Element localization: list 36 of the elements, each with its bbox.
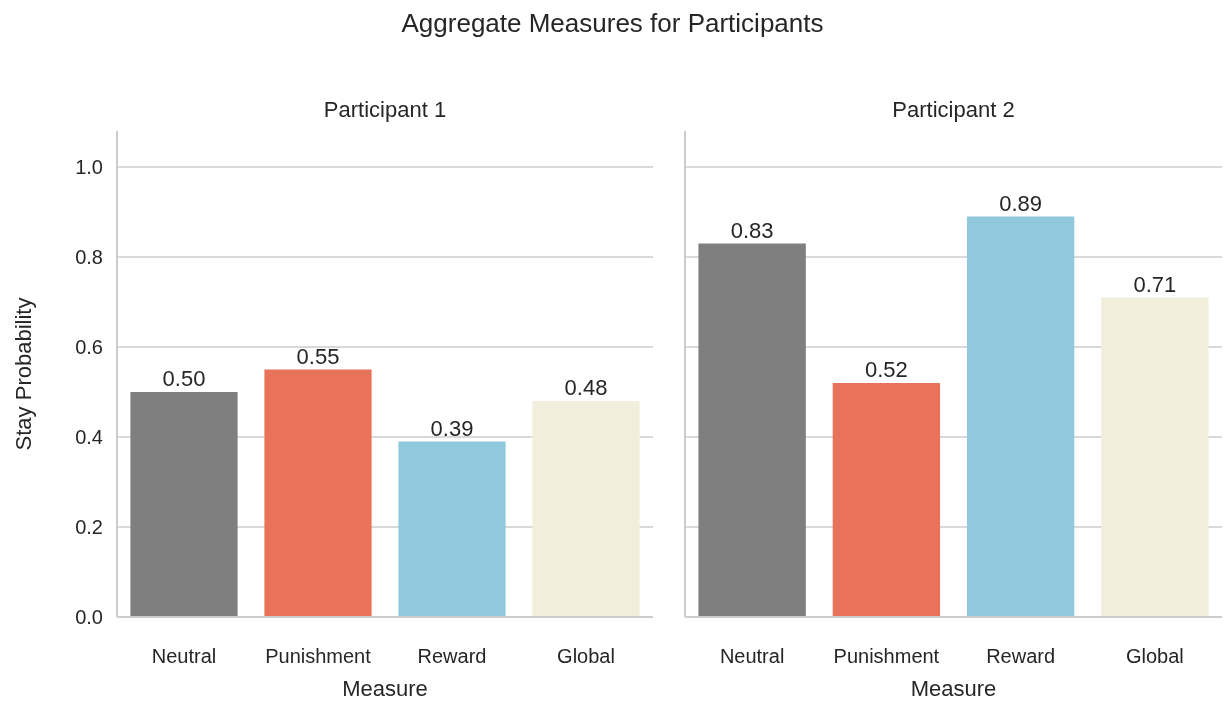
- data-label: 0.55: [296, 343, 340, 369]
- data-label: 0.50: [162, 366, 206, 391]
- data-label: 0.89: [999, 190, 1043, 216]
- x-axis-title: Measure: [342, 676, 428, 701]
- x-tick-label: Global: [1125, 645, 1184, 667]
- data-label: 0.39: [430, 415, 474, 441]
- bar: [832, 383, 941, 617]
- bar: [532, 401, 640, 617]
- y-tick-label: 0.2: [75, 516, 103, 538]
- chart-title: Participant 2: [892, 97, 1015, 122]
- x-tick-label: Neutral: [719, 645, 785, 667]
- bar: [264, 369, 372, 617]
- x-tick-label: Reward: [417, 645, 487, 667]
- bar: [698, 243, 806, 617]
- y-tick-label: 0.4: [75, 426, 103, 448]
- x-tick-label: Global: [557, 645, 615, 667]
- x-tick-label: Reward: [986, 645, 1056, 667]
- x-tick-label: Punishment: [833, 645, 940, 667]
- x-tick-label: Neutral: [151, 645, 217, 667]
- y-tick-label: 1.0: [75, 156, 103, 178]
- bar: [130, 392, 238, 617]
- y-tick-label: 0.0: [75, 606, 103, 628]
- y-tick-label: 0.8: [75, 246, 103, 268]
- bar: [1101, 297, 1209, 617]
- data-label: 0.71: [1133, 271, 1177, 297]
- data-label: 0.52: [864, 357, 908, 382]
- y-axis-title: Stay Probability: [11, 297, 36, 451]
- chart-title: Participant 1: [323, 97, 447, 122]
- x-axis-title: Measure: [910, 676, 997, 701]
- bar: [398, 441, 506, 617]
- x-tick-label: Punishment: [265, 645, 372, 667]
- text: Aggregate Measures for Participants: [401, 8, 824, 38]
- y-tick-label: 0.6: [75, 336, 103, 358]
- data-label: 0.83: [730, 217, 774, 243]
- data-label: 0.48: [564, 375, 608, 400]
- bar: [966, 216, 1075, 617]
